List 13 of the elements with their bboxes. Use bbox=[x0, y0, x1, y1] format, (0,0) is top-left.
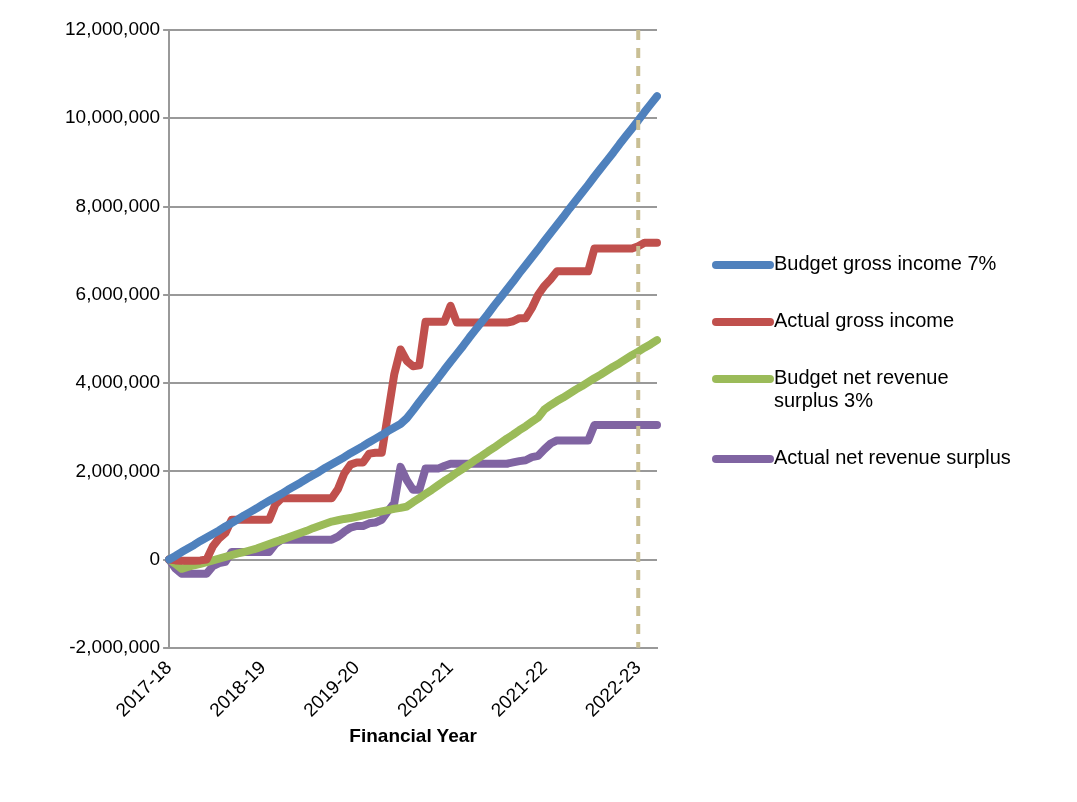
y-tick-label: -2,000,000 bbox=[69, 636, 161, 658]
legend-label: Actual gross income bbox=[774, 309, 955, 332]
legend-label: Actual net revenue surplus bbox=[774, 446, 1011, 469]
y-tick-label: 6,000,000 bbox=[75, 282, 161, 304]
y-tick-label: 4,000,000 bbox=[75, 371, 161, 393]
x-axis-title: Financial Year bbox=[349, 724, 478, 746]
y-tick-label: 8,000,000 bbox=[75, 194, 161, 216]
y-tick-label: 2,000,000 bbox=[75, 459, 161, 481]
y-tick-label: 10,000,000 bbox=[65, 106, 161, 128]
legend-label: Budget gross income 7% bbox=[774, 252, 997, 275]
legend-label: Budget net revenue surplus 3% bbox=[774, 366, 950, 412]
y-tick-label: 12,000,000 bbox=[65, 18, 161, 40]
y-tick-label: 0 bbox=[149, 547, 161, 569]
